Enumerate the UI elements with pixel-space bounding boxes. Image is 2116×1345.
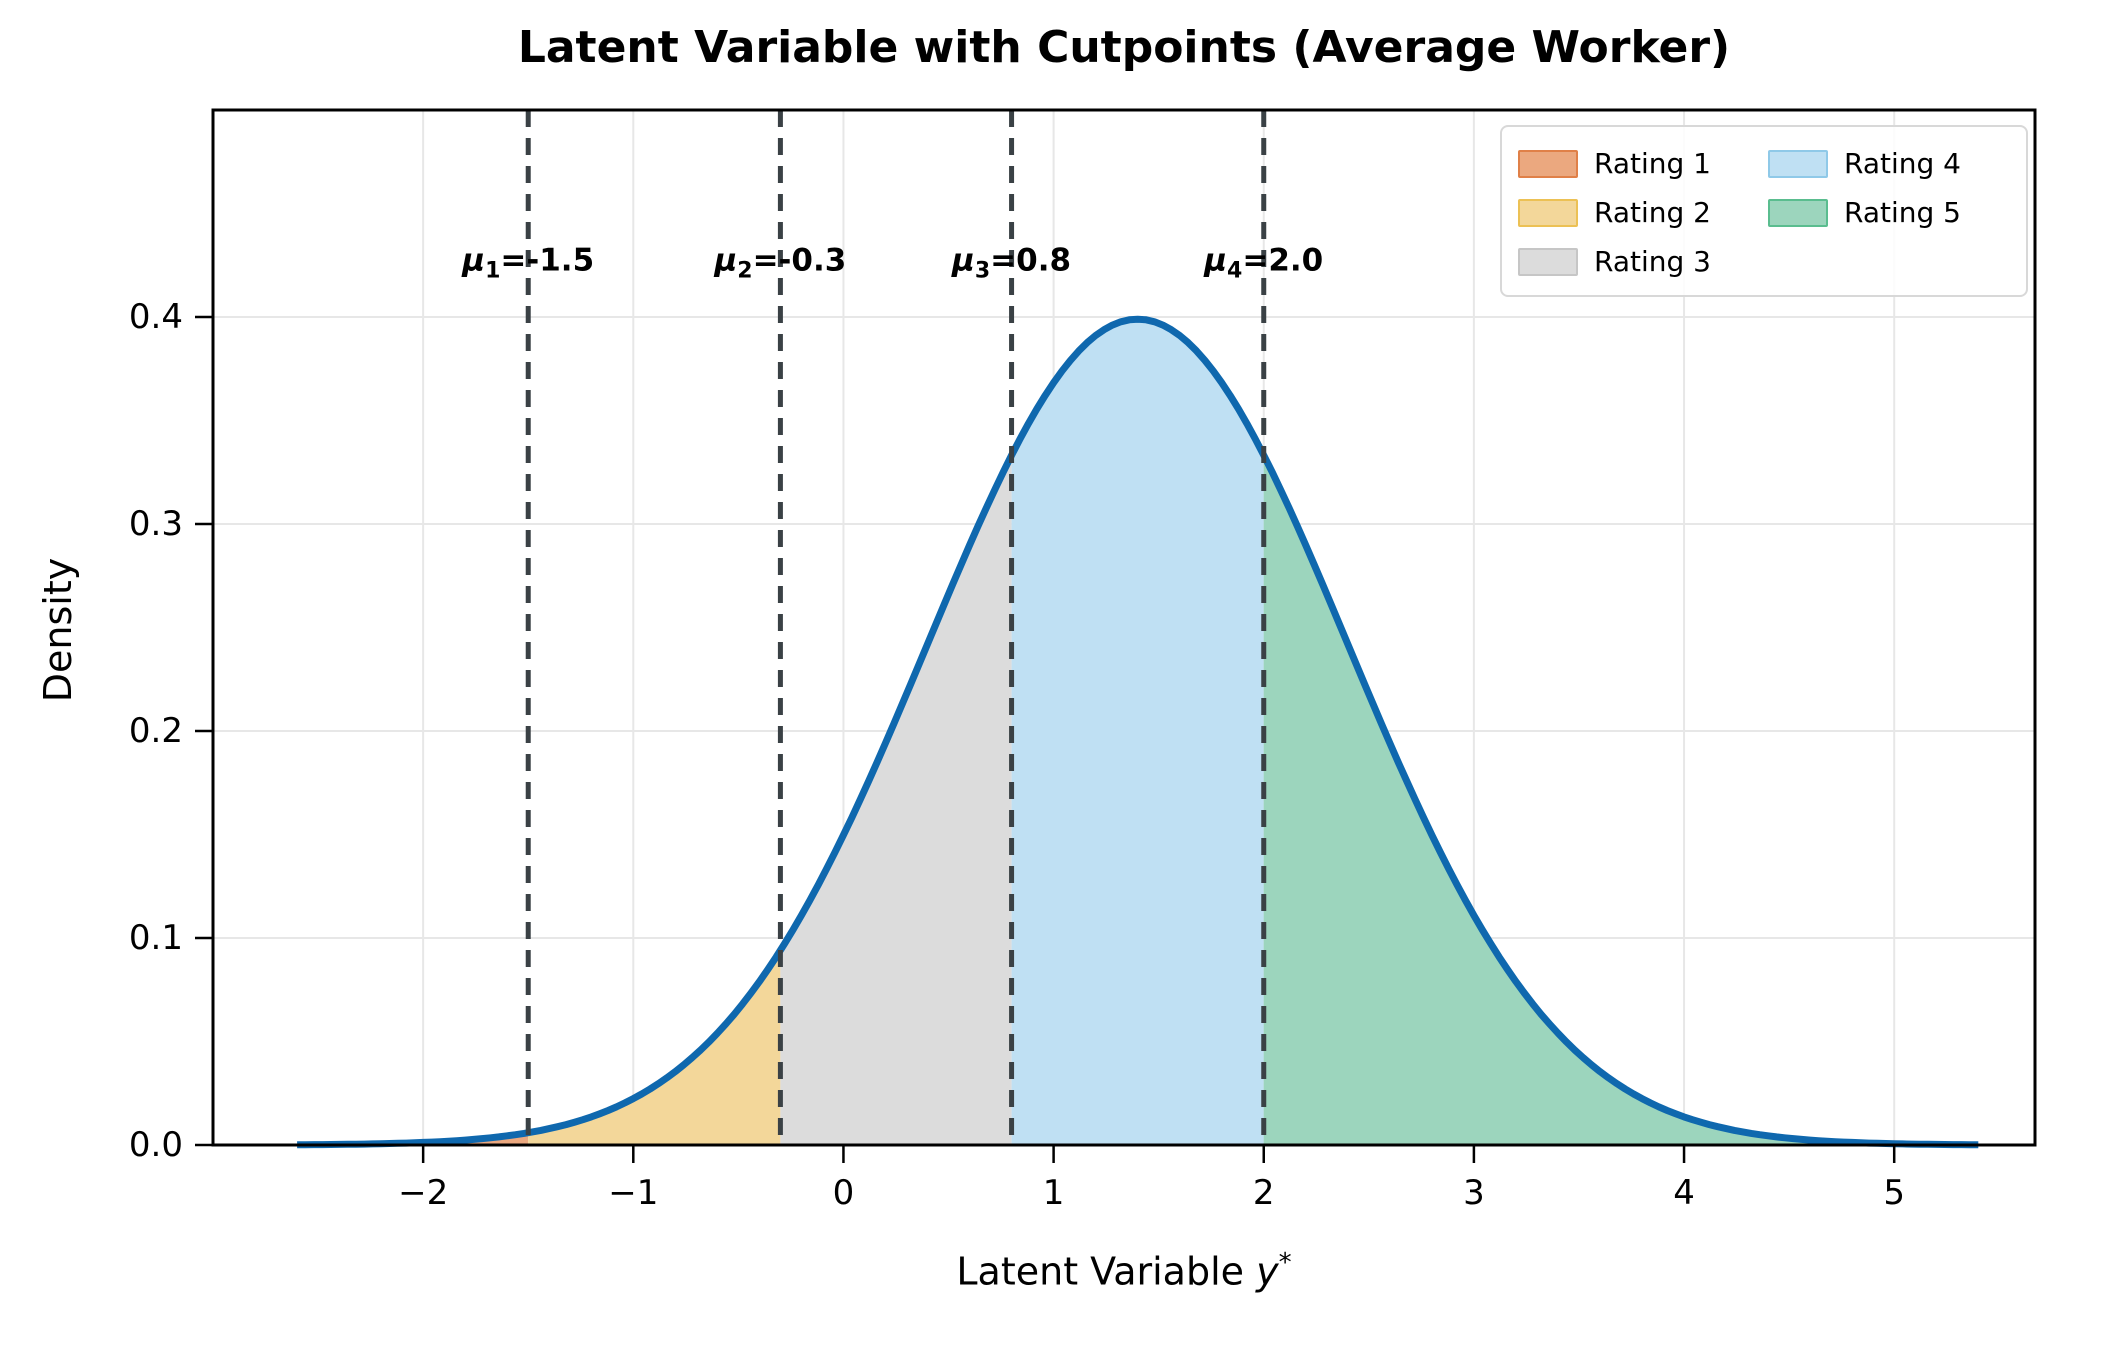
y-tick-label: 0.3	[128, 504, 183, 544]
legend-grid: Rating 1 Rating 2 Rating 3 Rating 4 Rating 5	[1518, 139, 2026, 286]
x-axis-label: Latent Variable y*	[213, 1248, 2035, 1294]
y-axis-label: Density	[36, 557, 80, 703]
x-tick-label: 5	[1883, 1173, 1906, 1213]
x-tick-label: 2	[1252, 1173, 1275, 1213]
legend-item-rating-1: Rating 1	[1518, 139, 1768, 188]
region-rating-4	[1011, 319, 1264, 1145]
legend-swatch-rating-2	[1518, 198, 1578, 227]
x-tick-label: −2	[398, 1173, 449, 1213]
legend-swatch-rating-1	[1518, 149, 1578, 178]
x-tick-label: 0	[832, 1173, 855, 1213]
x-tick-label: 4	[1673, 1173, 1695, 1213]
y-tick-label: 0.0	[128, 1125, 183, 1165]
region-rating-2	[528, 950, 781, 1145]
x-axis-label-variable: y	[1256, 1249, 1279, 1294]
x-axis-label-text: Latent Variable	[956, 1249, 1257, 1294]
legend-swatch-rating-4	[1768, 149, 1828, 178]
legend-swatch-rating-3	[1518, 247, 1578, 276]
plot-spines	[211, 108, 2037, 1147]
legend-item-rating-4: Rating 4	[1768, 139, 2018, 188]
cutpoint-label-mu4: μ4=2.0	[1204, 242, 1324, 284]
x-axis-label-superscript: *	[1278, 1248, 1292, 1278]
cutpoint-label-mu3: μ3=0.8	[952, 242, 1072, 284]
x-tick-label: 3	[1463, 1173, 1485, 1213]
region-rating-5	[1263, 455, 1979, 1145]
density-curve	[297, 315, 1979, 1149]
legend-item-rating-3: Rating 3	[1518, 237, 1768, 286]
y-tick-label: 0.1	[128, 918, 183, 958]
x-tick-label: 1	[1042, 1173, 1065, 1213]
y-tick-label: 0.4	[128, 297, 183, 337]
chart-title: Latent Variable with Cutpoints (Average …	[517, 22, 1731, 73]
cutpoint-label-mu1: μ1=-1.5	[462, 242, 595, 284]
region-rating-3	[780, 455, 1012, 1145]
x-tick-label: −1	[608, 1173, 659, 1213]
legend-item-rating-5: Rating 5	[1768, 188, 2018, 237]
legend-label: Rating 1	[1594, 147, 1711, 180]
legend-swatch-rating-5	[1768, 198, 1828, 227]
legend-item-rating-2: Rating 2	[1518, 188, 1768, 237]
cutpoint-label-mu2: μ2=-0.3	[714, 242, 847, 284]
y-tick-label: 0.2	[128, 711, 183, 751]
legend-label: Rating 5	[1844, 196, 1961, 229]
legend-label: Rating 3	[1594, 245, 1711, 278]
legend-label: Rating 2	[1594, 196, 1711, 229]
legend-label: Rating 4	[1844, 147, 1961, 180]
legend: Rating 1 Rating 2 Rating 3 Rating 4 Rating 5	[1500, 125, 2028, 297]
